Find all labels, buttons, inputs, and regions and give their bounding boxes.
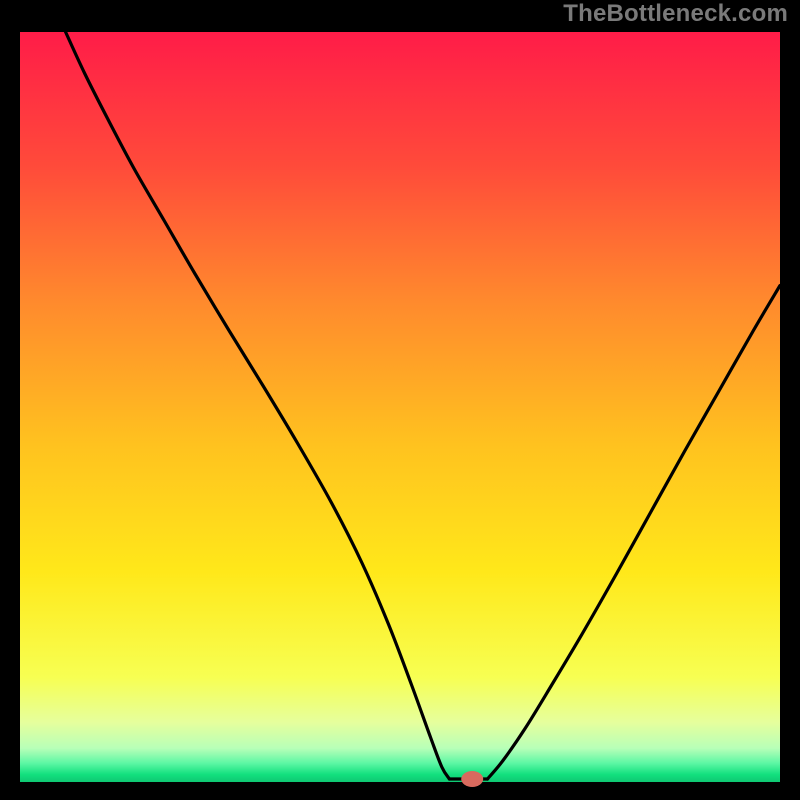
optimal-marker: [461, 771, 483, 787]
watermark-text: TheBottleneck.com: [563, 0, 788, 28]
bottleneck-curve-chart: [0, 0, 800, 800]
gradient-background: [20, 32, 780, 782]
chart-container: TheBottleneck.com: [0, 0, 800, 800]
